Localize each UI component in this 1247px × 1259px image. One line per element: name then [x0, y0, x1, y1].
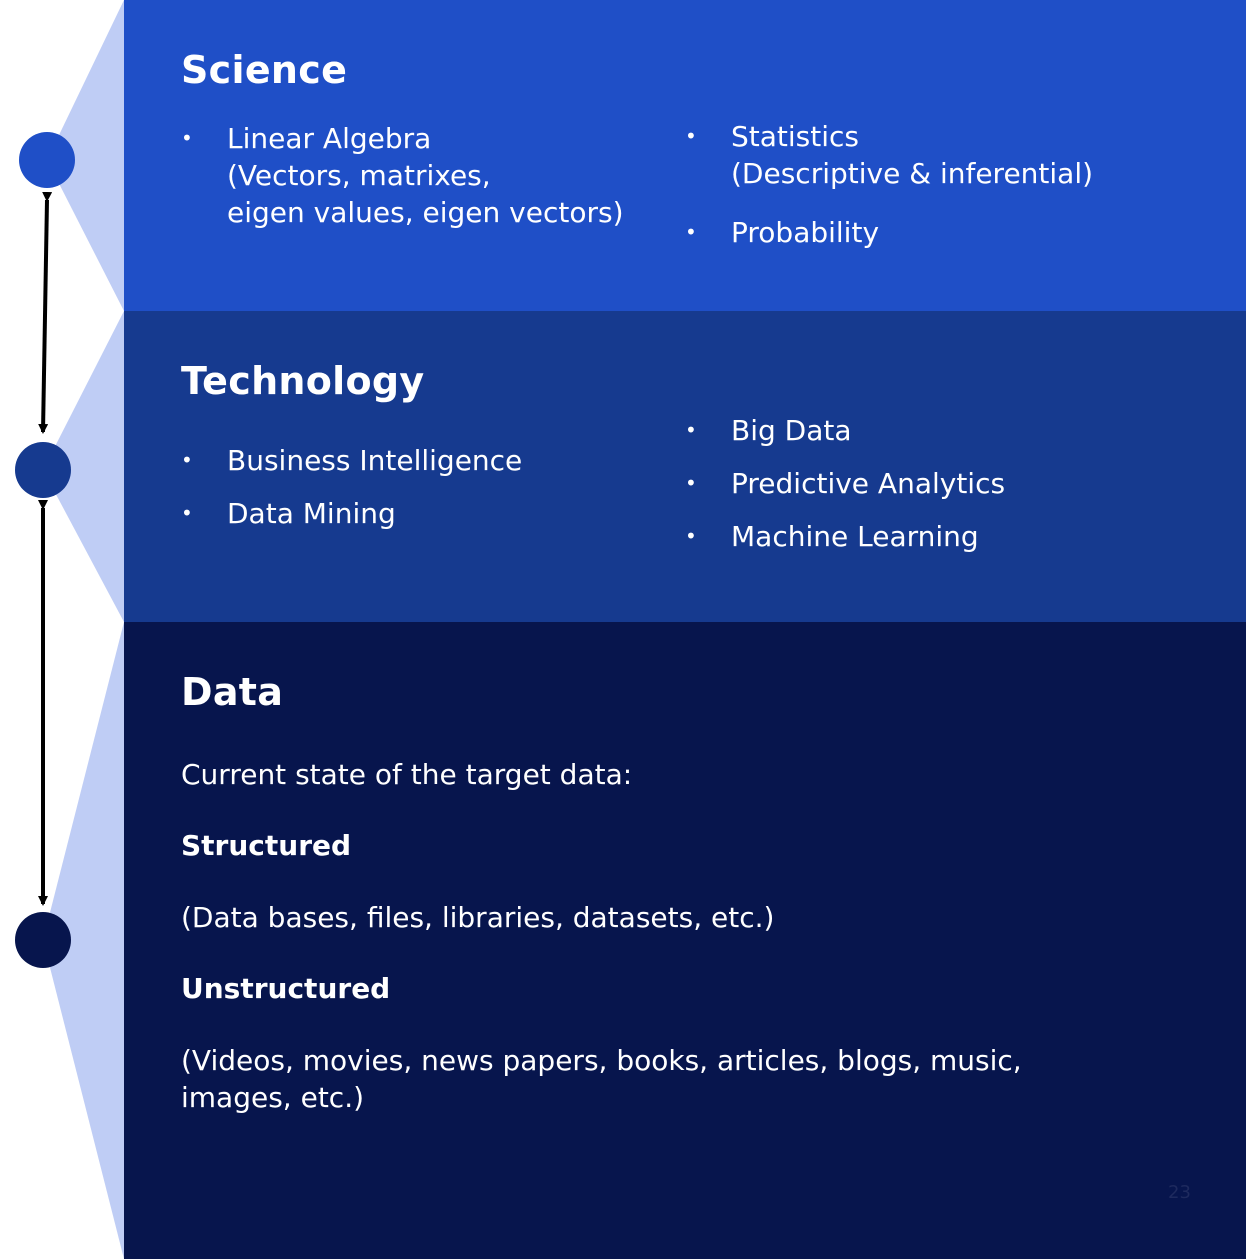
technology-panel: Technology Business Intelligence Data Mi…	[124, 311, 1246, 622]
technology-left-list: Business Intelligence Data Mining	[181, 442, 522, 532]
science-panel: Science Linear Algebra (Vectors, matrixe…	[124, 0, 1246, 311]
structured-text: (Data bases, files, libraries, datasets,…	[181, 901, 775, 934]
node-data	[15, 912, 71, 968]
list-item: Big Data	[685, 412, 1005, 449]
list-item: Data Mining	[181, 495, 522, 532]
node-science	[19, 132, 75, 188]
technology-title: Technology	[181, 359, 425, 403]
wedge-science	[47, 0, 124, 311]
data-title: Data	[181, 670, 284, 714]
science-left-list: Linear Algebra (Vectors, matrixes, eigen…	[181, 120, 624, 231]
list-item: Machine Learning	[685, 518, 1005, 555]
node-technology	[15, 442, 71, 498]
list-item: Business Intelligence	[181, 442, 522, 479]
list-item: Probability	[685, 214, 1093, 251]
structured-heading: Structured	[181, 829, 352, 862]
page-number: 23	[1168, 1182, 1191, 1203]
list-item: Statistics (Descriptive & inferential)	[685, 118, 1093, 192]
list-item: Predictive Analytics	[685, 465, 1005, 502]
unstructured-heading: Unstructured	[181, 972, 391, 1005]
wedge-technology	[43, 311, 124, 622]
data-intro: Current state of the target data:	[181, 758, 633, 791]
list-item: Linear Algebra (Vectors, matrixes, eigen…	[181, 120, 624, 231]
data-panel: Data Current state of the target data: S…	[124, 622, 1246, 1259]
unstructured-text: (Videos, movies, news papers, books, art…	[181, 1044, 1022, 1114]
wedge-data	[43, 622, 124, 1259]
science-right-list: Statistics (Descriptive & inferential) P…	[685, 118, 1093, 251]
science-title: Science	[181, 48, 348, 92]
arrow-science-technology	[38, 191, 53, 434]
technology-right-list: Big Data Predictive Analytics Machine Le…	[685, 412, 1005, 555]
